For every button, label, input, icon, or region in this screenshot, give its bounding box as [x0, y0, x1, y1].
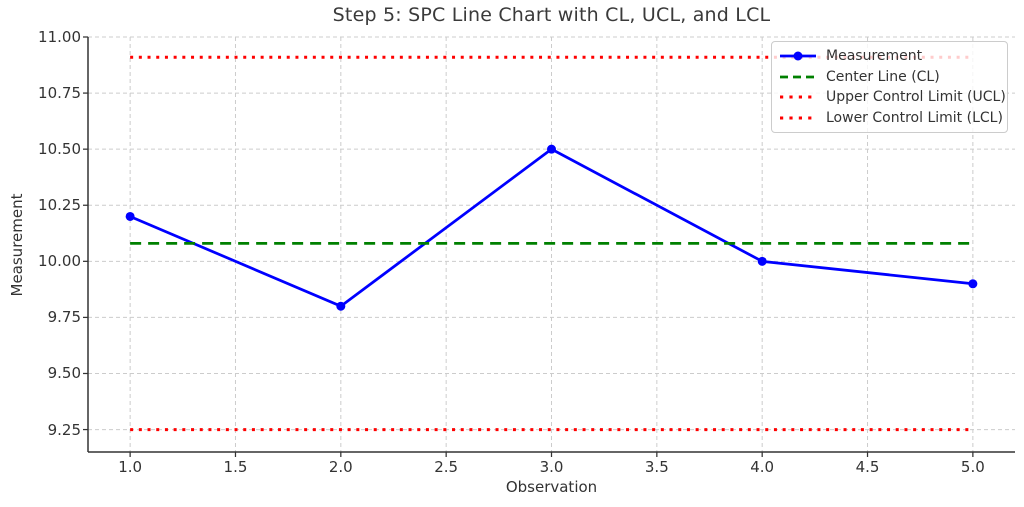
legend-item: Lower Control Limit (LCL) — [779, 108, 1003, 129]
y-tick-label-10.00: 10.00 — [38, 252, 81, 271]
legend-item: Upper Control Limit (UCL) — [779, 87, 1006, 108]
legend-label: Lower Control Limit (LCL) — [826, 109, 1003, 126]
y-tick-label-9.25: 9.25 — [47, 420, 81, 439]
x-tick-label-1.5: 1.5 — [223, 458, 248, 476]
y-tick-label-9.75: 9.75 — [47, 308, 81, 327]
data-point-marker-5 — [968, 279, 978, 289]
data-point-marker-1 — [125, 211, 135, 221]
x-tick-label-3.5: 3.5 — [644, 458, 669, 476]
x-tick-label-4.5: 4.5 — [855, 458, 880, 476]
legend-marker-icon — [780, 51, 816, 61]
legend-label: Measurement — [826, 48, 923, 65]
legend-marker-icon — [780, 75, 816, 79]
x-tick-label-1.0: 1.0 — [118, 458, 143, 476]
x-tick-label-3.0: 3.0 — [539, 458, 564, 476]
y-tick-label-10.50: 10.50 — [38, 140, 81, 159]
data-point-marker-3 — [547, 144, 556, 154]
legend-label: Center Line (CL) — [826, 68, 940, 85]
y-tick-label-10.75: 10.75 — [38, 84, 81, 103]
legend-marker-icon — [780, 116, 816, 120]
x-axis-label: Observation — [505, 478, 598, 496]
y-tick-label-9.50: 9.50 — [47, 364, 81, 383]
x-tick-label-2.0: 2.0 — [328, 458, 353, 476]
x-tick-label-2.5: 2.5 — [434, 458, 459, 476]
data-point-marker-2 — [336, 301, 346, 311]
data-point-marker-4 — [757, 256, 767, 266]
x-tick-label-4.0: 4.0 — [750, 458, 775, 476]
legend-label: Upper Control Limit (UCL) — [826, 89, 1006, 106]
chart-title: Step 5: SPC Line Chart with CL, UCL, and… — [332, 4, 771, 26]
legend-marker-icon — [780, 95, 816, 99]
y-tick-label-10.25: 10.25 — [38, 196, 81, 215]
x-tick-label-5.0: 5.0 — [960, 458, 985, 476]
y-tick-label-11.00: 11.00 — [38, 28, 81, 46]
legend-item: Measurement — [779, 46, 999, 67]
legend: Measurement Center Line (CL) Upper Control… — [771, 41, 1008, 133]
legend-item: Center Line (CL) — [779, 67, 999, 88]
